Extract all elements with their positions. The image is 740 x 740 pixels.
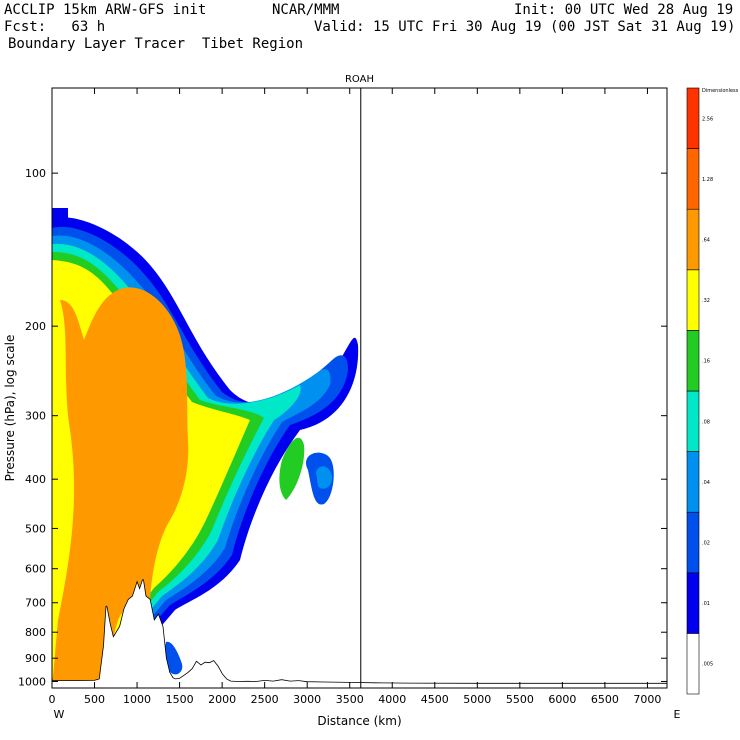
x-tick-label: 0 xyxy=(49,693,56,706)
x-tick-label: 2500 xyxy=(251,693,279,706)
x-tick-label: 6000 xyxy=(548,693,576,706)
y-tick-label: 200 xyxy=(25,320,46,333)
tracer-contour xyxy=(52,287,189,688)
y-tick-label: 300 xyxy=(25,410,46,423)
y-tick-label: 1000 xyxy=(18,675,46,688)
colorbar-swatch xyxy=(686,208,700,271)
forecast-hour: Fcst: 63 h xyxy=(4,19,106,35)
tracer-contour xyxy=(316,466,333,489)
colorbar-level-label: .16 xyxy=(702,359,710,365)
init-time: Init: 00 UTC Wed 28 Aug 19 xyxy=(514,2,734,18)
field-name: Boundary Layer Tracer Tibet Region xyxy=(8,36,304,52)
colorbar-level-label: 2.56 xyxy=(702,116,713,122)
model-title: ACCLIP 15km ARW-GFS init xyxy=(4,2,207,18)
tracer-contour xyxy=(165,641,183,675)
colorbar-swatch xyxy=(686,87,700,149)
plot-frame xyxy=(51,87,668,689)
center-label: NCAR/MMM xyxy=(272,2,340,18)
y-tick-label: 100 xyxy=(25,167,46,180)
y-tick-label: 500 xyxy=(25,522,46,535)
x-axis-west-label: W xyxy=(54,708,65,721)
x-tick-label: 5500 xyxy=(506,693,534,706)
colorbar-level-label: .02 xyxy=(702,541,710,547)
colorbar-level-label: .32 xyxy=(702,298,710,304)
x-tick-label: 6500 xyxy=(591,693,619,706)
x-tick-label: 4000 xyxy=(378,693,406,706)
colorbar-level-label: .04 xyxy=(702,480,710,486)
colorbar-swatch xyxy=(686,511,700,574)
x-tick-label: 7000 xyxy=(633,693,661,706)
colorbar: .005 .01 .02 .04 .08 .16 .32 .64 1.28 2.56 Dimensi… xyxy=(686,87,739,695)
y-tick-label: 900 xyxy=(25,652,46,665)
y-tick-label: 600 xyxy=(25,563,46,576)
colorbar-level-label: 1.28 xyxy=(702,177,713,183)
colorbar-level-label: .01 xyxy=(702,601,710,607)
colorbar-swatch xyxy=(686,572,700,634)
colorbar-units: Dimensionless xyxy=(702,88,739,94)
y-tick-label: 700 xyxy=(25,597,46,610)
colorbar-swatch xyxy=(686,633,700,695)
tracer-field xyxy=(52,208,359,688)
x-tick-label: 3500 xyxy=(336,693,364,706)
x-axis-title: Distance (km) xyxy=(317,714,401,728)
y-tick-label: 400 xyxy=(25,473,46,486)
y-axis-title: Pressure (hPa), log scale xyxy=(3,335,17,482)
y-tick-label: 800 xyxy=(25,626,46,639)
chart-title: ROAH xyxy=(345,74,374,85)
x-tick-label: 5000 xyxy=(463,693,491,706)
colorbar-swatch xyxy=(686,330,700,392)
x-tick-label: 3000 xyxy=(293,693,321,706)
x-tick-label: 2000 xyxy=(208,693,236,706)
x-tick-label: 4500 xyxy=(421,693,449,706)
colorbar-level-label: .08 xyxy=(702,419,710,425)
colorbar-level-label: .005 xyxy=(702,662,713,668)
tracer-contour xyxy=(279,437,305,500)
colorbar-level-label: .64 xyxy=(702,238,710,244)
x-axis-east-label: E xyxy=(674,708,681,721)
colorbar-swatch xyxy=(686,390,700,452)
colorbar-swatch xyxy=(686,269,700,331)
valid-time: Valid: 15 UTC Fri 30 Aug 19 (00 JST Sat … xyxy=(314,19,736,35)
terrain-profile xyxy=(52,579,667,688)
terrain-fill xyxy=(52,579,667,688)
axes: 0 500 1000 1500 2000 2500 3000 3500 4000 4500 5000… xyxy=(18,87,668,706)
colorbar-swatch xyxy=(686,148,700,210)
x-tick-label: 1500 xyxy=(166,693,194,706)
x-tick-label: 1000 xyxy=(123,693,151,706)
colorbar-swatch xyxy=(686,451,700,513)
x-tick-label: 500 xyxy=(84,693,105,706)
